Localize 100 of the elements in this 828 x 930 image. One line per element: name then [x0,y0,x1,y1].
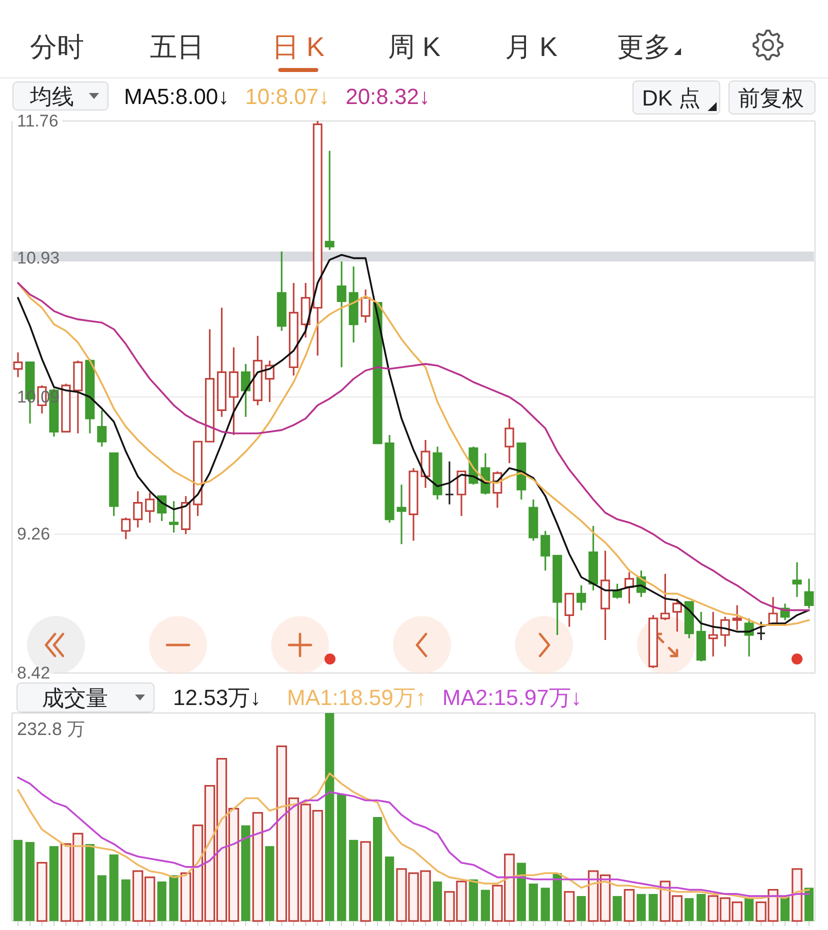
bar [384,856,394,921]
bar [265,846,274,921]
candlestick [360,288,370,324]
bar [360,841,371,922]
bar [564,891,575,922]
bar [696,894,706,921]
candlestick [372,302,382,444]
bar [516,862,526,921]
candlestick [624,571,634,604]
candlestick [97,409,107,448]
candlestick [456,470,466,517]
candlestick [588,525,598,592]
candlestick [516,442,526,500]
bar [792,868,802,922]
candlestick [181,495,191,535]
candlestick [13,352,23,378]
candlestick [600,550,610,641]
candlestick [792,561,802,598]
bar [241,825,250,921]
annotation: 232.8 万 [17,719,86,739]
candlestick [804,578,814,610]
text: 分时 [30,32,84,62]
bar [121,879,130,921]
text: 月 K [505,32,558,62]
candlestick [444,460,454,506]
bar [325,713,334,921]
candlestick [73,360,83,434]
bar [349,840,358,921]
candlestick [300,282,310,338]
candlestick [396,484,406,545]
bar [744,898,754,921]
candlestick [348,266,358,344]
candlestick [768,596,778,624]
bar [552,873,562,921]
candlestick [660,573,670,621]
y-tick-label: 9.26 [17,524,50,544]
candlestick [240,363,250,418]
bar [252,812,264,922]
candlestick [684,601,694,640]
bar [169,875,178,921]
bar [528,884,538,921]
candlestick [133,490,143,528]
bar [684,898,694,921]
candlestick [576,584,586,611]
bar [337,794,346,921]
bar [432,881,442,921]
bar [612,896,622,921]
candlestick [312,120,322,356]
text: 12.53万↓ [173,685,262,710]
candlestick [756,620,766,641]
bar [157,881,166,921]
text: 更多 [617,32,671,62]
chart-title: 成交量 [42,685,108,710]
candlestick [121,516,131,540]
bar [540,888,550,921]
text: DK 点 [642,85,701,110]
candlestick [288,282,298,376]
bar [25,842,35,921]
candlestick [109,452,119,517]
candlestick [169,500,179,534]
candlestick [228,346,238,436]
candlestick [324,150,334,251]
bar [85,844,94,921]
candlestick [420,439,430,489]
candlestick [252,335,262,406]
candlestick [432,446,442,500]
text: 均线 [29,84,74,109]
bar [49,846,58,921]
text: 五日 [150,32,204,62]
candlestick [744,618,754,658]
legend: MA5:8.00↓ 10:8.07↓ 20:8.32↓ [124,84,430,109]
legend: MA1:18.59万↑ MA2:15.97万↓ [287,685,582,710]
bar [109,854,118,921]
candlestick [216,306,226,418]
candlestick [708,611,718,658]
bar [648,894,658,921]
candlestick [504,418,514,464]
candlestick [528,498,538,542]
candlestick [408,467,418,542]
bar [97,875,106,921]
candlestick [276,250,286,332]
text: 周 K [388,32,441,62]
text: 日 K [272,32,325,62]
candlestick [648,614,658,669]
bar [804,888,814,921]
candlestick [145,492,155,524]
candlestick [552,554,562,636]
bar [13,840,23,921]
bar [780,896,790,921]
candlestick [540,530,550,572]
candlestick [732,604,742,631]
candlestick [564,592,574,628]
candlestick [384,434,394,524]
bar [480,890,490,921]
candlestick [205,328,215,442]
bar [468,879,478,921]
candlestick [612,582,622,600]
candlestick [696,611,706,662]
bar [624,889,635,922]
candlestick [336,260,346,368]
